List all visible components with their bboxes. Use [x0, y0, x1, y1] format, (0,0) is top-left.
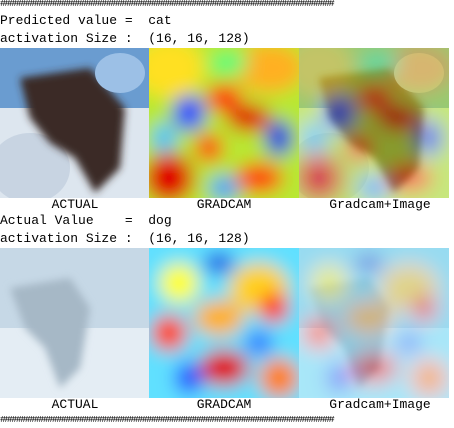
separator: ########################################…	[0, 416, 335, 426]
separator: ########################################…	[0, 0, 335, 10]
gradcam-image	[149, 248, 299, 398]
image-label: GRADCAM	[196, 197, 252, 212]
output-line: activation Size : (16, 16, 128)	[0, 231, 250, 246]
image-label: Gradcam+Image	[329, 197, 431, 212]
image-label: ACTUAL	[51, 197, 99, 212]
gradcam-overlay-image	[299, 48, 449, 198]
output-line: Predicted value = cat	[0, 13, 172, 28]
output-line: Actual Value = dog	[0, 213, 172, 228]
gradcam-overlay-image	[299, 248, 449, 398]
actual-image	[0, 48, 150, 198]
image-label: ACTUAL	[51, 397, 99, 412]
image-label: GRADCAM	[196, 397, 252, 412]
gradcam-image	[149, 48, 299, 198]
output-line: activation Size : (16, 16, 128)	[0, 31, 250, 46]
actual-image	[0, 248, 150, 398]
image-label: Gradcam+Image	[329, 397, 431, 412]
